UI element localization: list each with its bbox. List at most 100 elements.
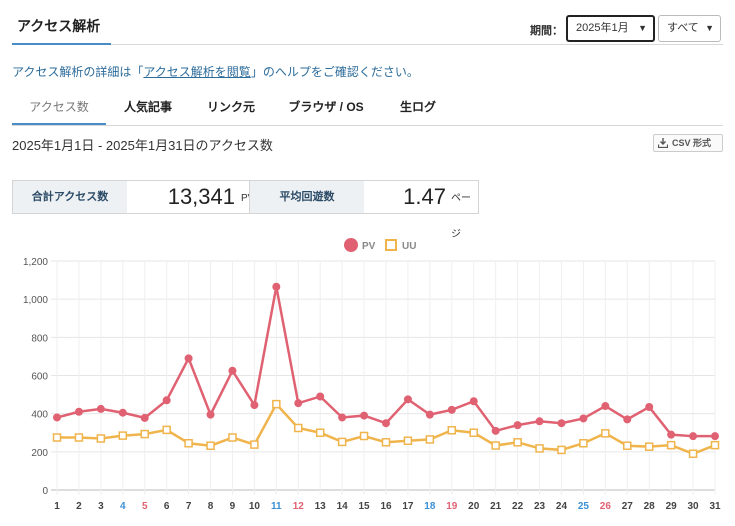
uu-point	[666, 440, 676, 450]
uu-point	[337, 437, 347, 447]
uu-point	[52, 433, 62, 442]
x-tick-label: 1	[54, 501, 60, 512]
x-tick-label: 3	[98, 501, 104, 512]
x-tick-label: 14	[337, 501, 349, 512]
avg-pages-unit: ページ	[451, 193, 471, 240]
x-tick-label: 30	[688, 501, 700, 512]
help-link[interactable]: アクセス解析を閲覧	[143, 65, 251, 79]
avg-pages-label: 平均回遊数	[250, 181, 364, 213]
x-tick-label: 25	[578, 501, 590, 512]
header-divider	[12, 44, 723, 45]
uu-point	[513, 438, 522, 447]
pv-point	[140, 413, 149, 422]
pv-point	[206, 410, 215, 419]
legend-pv-label: PV	[362, 241, 376, 252]
x-tick-label: 15	[359, 501, 371, 512]
x-tick-label: 31	[709, 501, 721, 512]
x-tick-label: 7	[186, 501, 192, 512]
period-label: 期間：	[530, 25, 563, 37]
x-tick-label: 26	[600, 501, 612, 512]
pv-point	[513, 421, 522, 430]
pv-point	[447, 405, 456, 414]
help-suffix: 」のヘルプをご確認ください。	[250, 65, 419, 79]
uu-point	[74, 433, 84, 442]
x-tick-label: 4	[120, 501, 126, 512]
uu-point	[162, 425, 171, 435]
pv-point	[338, 413, 347, 422]
x-tick-label: 8	[208, 501, 214, 512]
page-title: アクセス解析	[17, 18, 101, 34]
uu-point	[272, 399, 281, 409]
uu-point	[447, 426, 457, 435]
x-tick-label: 28	[644, 501, 656, 512]
uu-point	[294, 423, 303, 433]
tab-referrers[interactable]: リンク元	[206, 100, 255, 114]
uu-point	[623, 441, 632, 450]
x-tick-label: 19	[446, 501, 458, 512]
x-tick-label: 22	[512, 501, 524, 512]
y-tick-label: 1,000	[23, 295, 48, 306]
total-access-unit: PV	[241, 193, 255, 204]
uu-point	[140, 429, 149, 439]
uu-point	[491, 441, 500, 450]
x-tick-label: 2	[76, 501, 82, 512]
y-tick-label: 0	[42, 486, 48, 497]
x-tick-label: 27	[622, 501, 634, 512]
pv-point	[645, 402, 654, 411]
uu-point	[688, 449, 698, 458]
csv-export-button[interactable]: CSV 形式	[653, 134, 723, 152]
y-tick-label: 400	[31, 410, 48, 421]
x-tick-label: 18	[424, 501, 436, 512]
pv-point	[162, 396, 171, 405]
avg-pages-value: 1.47	[403, 184, 446, 209]
uu-point	[644, 442, 654, 451]
pv-point	[118, 408, 127, 417]
pv-point	[469, 397, 478, 406]
pv-point	[667, 430, 676, 439]
pv-point	[250, 401, 259, 410]
y-tick-label: 200	[31, 448, 48, 459]
uu-point	[601, 429, 610, 438]
x-tick-label: 5	[142, 501, 148, 512]
uu-point	[228, 433, 237, 442]
x-tick-label: 12	[293, 501, 305, 512]
x-tick-label: 13	[315, 501, 327, 512]
x-tick-label: 11	[271, 501, 282, 512]
scope-select-value: すべて	[667, 22, 699, 34]
tab-access-count[interactable]: アクセス数	[12, 92, 106, 125]
pv-point	[272, 282, 281, 291]
tab-raw-log[interactable]: 生ログ	[399, 100, 436, 114]
uu-point	[206, 441, 215, 450]
x-tick-label: 17	[402, 501, 414, 512]
legend-pv-marker	[344, 238, 358, 252]
tab-popular-articles[interactable]: 人気記事	[123, 100, 172, 114]
pv-point	[382, 419, 390, 428]
x-tick-label: 20	[468, 501, 480, 512]
uu-point	[381, 438, 391, 447]
month-select-value: 2025年1月	[576, 22, 629, 34]
scope-select[interactable]: すべて ▼	[658, 15, 721, 42]
uu-point	[359, 431, 369, 441]
range-title: 2025年1月1日 - 2025年1月31日のアクセス数	[12, 138, 273, 153]
month-select[interactable]: 2025年1月 ▼	[566, 15, 655, 42]
pv-point	[491, 426, 500, 435]
pv-point	[53, 413, 61, 422]
uu-point	[425, 435, 435, 444]
x-tick-label: 29	[666, 501, 678, 512]
uu-point	[250, 440, 259, 449]
tab-bar: アクセス数 人気記事 リンク元 ブラウザ / OS 生ログ	[12, 92, 723, 126]
uu-point	[469, 428, 478, 437]
pv-point	[711, 432, 719, 441]
tab-browser-os[interactable]: ブラウザ / OS	[288, 100, 364, 114]
pv-point	[425, 410, 434, 419]
uu-point	[96, 434, 106, 443]
x-tick-label: 21	[490, 501, 502, 512]
help-prefix: アクセス解析の詳細は「	[12, 65, 144, 79]
uu-point	[557, 445, 566, 455]
csv-export-label: CSV 形式	[672, 138, 712, 148]
chevron-down-icon: ▼	[638, 23, 647, 33]
stats-divider	[249, 181, 250, 213]
uu-point	[118, 431, 128, 440]
pv-point	[294, 399, 303, 408]
